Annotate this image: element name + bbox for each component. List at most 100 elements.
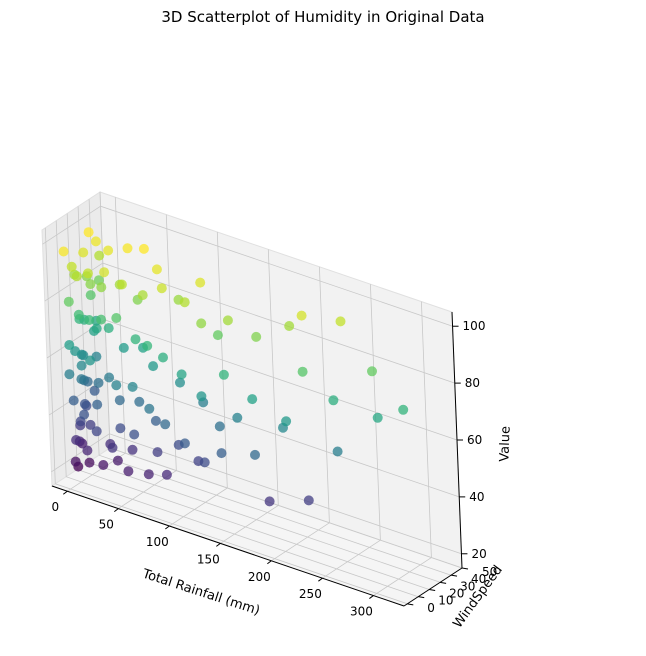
z-tick-label: 40 xyxy=(469,490,484,504)
x-tick-mark xyxy=(267,560,272,565)
data-point xyxy=(212,330,223,341)
data-point xyxy=(179,297,190,308)
data-point xyxy=(85,419,96,430)
data-point xyxy=(251,331,262,342)
data-point xyxy=(151,264,162,275)
data-point xyxy=(303,495,314,506)
data-point xyxy=(91,426,102,437)
y-axis-line xyxy=(403,567,463,607)
data-point xyxy=(398,404,409,415)
x-tick-mark xyxy=(165,525,170,530)
chart-title: 3D Scatterplot of Humidity in Original D… xyxy=(161,8,485,26)
data-point xyxy=(98,460,109,470)
data-point xyxy=(96,314,107,325)
y-tick-label: 50 xyxy=(482,565,497,579)
data-point xyxy=(118,342,129,353)
data-point xyxy=(247,394,258,405)
y-tick-mark xyxy=(429,589,436,592)
x-tick-label: 300 xyxy=(350,605,373,619)
data-point xyxy=(367,366,377,377)
y-tick-label: 10 xyxy=(438,594,453,608)
y-grid-line xyxy=(55,220,419,598)
data-point xyxy=(78,247,89,258)
data-point xyxy=(58,246,69,257)
data-point xyxy=(71,271,82,282)
data-point xyxy=(70,456,81,467)
data-point xyxy=(160,419,171,430)
data-point xyxy=(90,236,101,247)
data-point xyxy=(83,227,94,238)
data-point xyxy=(85,355,96,366)
data-point xyxy=(66,261,77,272)
data-point xyxy=(103,245,114,256)
data-point xyxy=(143,469,154,480)
data-point xyxy=(216,448,227,459)
data-point xyxy=(82,445,93,456)
data-point xyxy=(250,449,260,460)
data-point xyxy=(64,369,75,380)
y-tick-mark xyxy=(418,596,425,599)
data-point xyxy=(85,279,96,290)
data-point xyxy=(93,377,104,388)
data-point xyxy=(129,429,140,440)
data-point xyxy=(68,395,79,406)
data-point xyxy=(328,395,339,406)
data-point xyxy=(161,469,172,480)
data-point xyxy=(111,380,122,391)
data-point xyxy=(122,243,133,254)
x-tick-mark xyxy=(216,542,221,547)
x-tick-mark xyxy=(318,577,323,582)
y-tick-mark xyxy=(461,567,469,570)
data-point xyxy=(123,466,134,477)
data-point xyxy=(63,296,74,307)
data-point xyxy=(127,381,138,392)
data-point xyxy=(114,395,125,406)
data-point xyxy=(199,457,210,468)
x-axis-label: Total Rainfall (mm) xyxy=(140,566,262,618)
data-points xyxy=(58,227,409,507)
data-point xyxy=(264,496,275,507)
data-point xyxy=(156,283,167,294)
data-point xyxy=(144,403,155,414)
data-point xyxy=(222,315,233,326)
x-tick-label: 0 xyxy=(51,500,59,514)
data-point xyxy=(152,447,163,458)
x-axis-line xyxy=(51,485,405,607)
y-tick-mark xyxy=(450,574,458,577)
data-point xyxy=(214,421,225,432)
data-point xyxy=(92,399,103,410)
z-tick-label: 20 xyxy=(471,547,486,561)
z-grid-line xyxy=(51,433,462,555)
x-tick-mark xyxy=(114,508,119,513)
z-tick-label: 100 xyxy=(463,319,486,333)
data-point xyxy=(296,310,307,321)
data-point xyxy=(85,290,96,301)
x-tick-mark xyxy=(63,490,68,495)
data-point xyxy=(73,309,84,320)
data-point xyxy=(111,313,122,323)
x-tick-label: 150 xyxy=(197,552,220,566)
data-point xyxy=(104,372,115,383)
y-tick-label: 30 xyxy=(460,579,475,593)
data-point xyxy=(134,396,145,407)
data-point xyxy=(179,438,190,449)
y-tick-label: 40 xyxy=(471,572,486,586)
data-point xyxy=(89,385,100,396)
data-point xyxy=(71,435,82,445)
y-tick-mark xyxy=(407,603,414,606)
data-point xyxy=(103,323,114,334)
y-grid-line xyxy=(44,227,408,605)
data-point xyxy=(175,377,185,388)
data-point xyxy=(99,267,110,278)
data-point xyxy=(158,352,168,363)
y-tick-label: 20 xyxy=(449,587,464,601)
x-tick-label: 200 xyxy=(248,570,271,584)
data-point xyxy=(82,268,93,279)
data-point xyxy=(84,315,95,325)
z-grid-line xyxy=(42,205,453,327)
data-point xyxy=(64,340,75,350)
z-tick-label: 60 xyxy=(467,433,482,447)
data-point xyxy=(176,369,187,380)
